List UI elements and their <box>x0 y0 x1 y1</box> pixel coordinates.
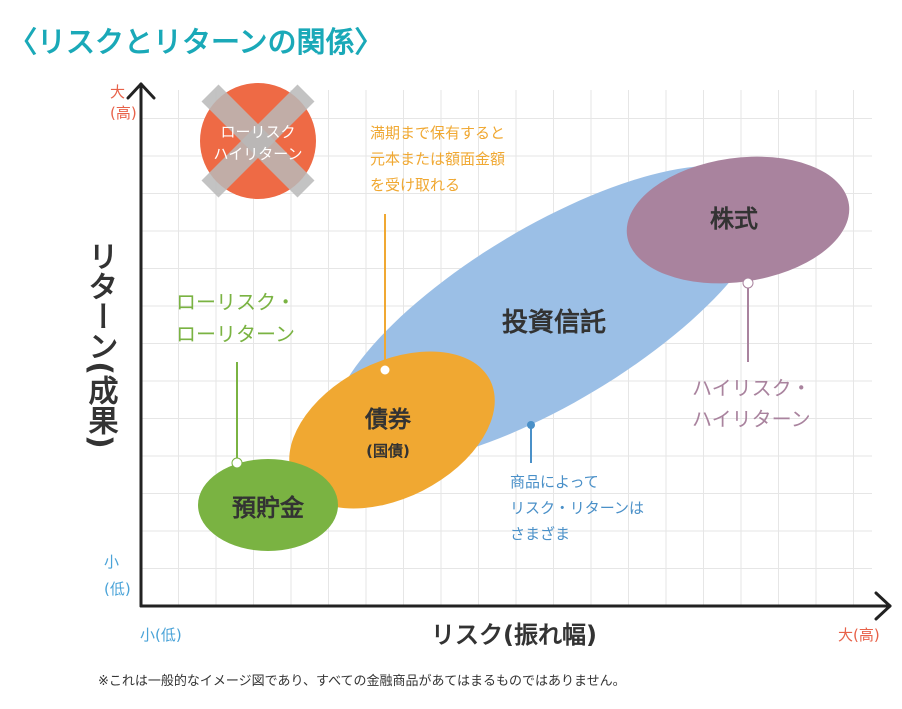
funds-annotation: 商品によって リスク・リターンは さまざま <box>510 421 644 543</box>
bonds-label: 債券 <box>364 406 412 433</box>
savings-label: 預貯金 <box>232 494 305 522</box>
bonds-note-line3: を受け取れる <box>370 176 460 194</box>
bonds-note-dot <box>379 364 391 376</box>
crossed-label-line1: ローリスク <box>220 123 295 141</box>
high-note-line2: ハイリターン <box>692 407 811 431</box>
y-low-label-char1: 小 <box>104 553 119 571</box>
low-risk-annotation: ローリスク・ ローリターン <box>176 290 296 469</box>
funds-note-line1: 商品によって <box>510 473 599 491</box>
bonds-region <box>289 351 495 509</box>
bonds-sublabel: (国債) <box>366 442 410 460</box>
page-title: 〈リスクとリターンの関係〉 <box>8 25 384 59</box>
crossed-out-badge: ローリスク ハイリターン <box>200 83 316 199</box>
funds-note-line3: さまざま <box>510 525 570 543</box>
bonds-annotation: 満期まで保有すると 元本または額面金額 を受け取れる <box>370 124 505 376</box>
y-high-label-char1: 大 <box>110 83 125 101</box>
high-note-dot <box>742 277 754 289</box>
bonds-note-line2: 元本または額面金額 <box>370 150 505 168</box>
x-axis-arrowhead <box>874 591 892 621</box>
high-note-line1: ハイリスク・ <box>692 376 811 400</box>
bonds-note-line1: 満期まで保有すると <box>370 124 505 142</box>
low-note-line1: ローリスク・ <box>176 290 296 314</box>
stocks-label: 株式 <box>710 205 758 233</box>
x-low-label: 小(低) <box>140 626 182 644</box>
y-high-label-char2: (高) <box>110 104 137 122</box>
funds-note-line2: リスク・リターンは <box>510 499 644 517</box>
funds-label: 投資信託 <box>502 307 606 338</box>
funds-note-dot <box>527 421 535 429</box>
savings-region <box>198 459 338 551</box>
x-high-label: 大(高) <box>838 626 880 644</box>
footnote: ※これは一般的なイメージ図であり、すべての金融商品があてはまるものではありません… <box>98 673 626 689</box>
axes <box>126 82 892 621</box>
y-axis-title: リターン(成果) <box>83 241 119 448</box>
high-risk-annotation: ハイリスク・ ハイリターン <box>692 277 811 431</box>
x-axis-title: リスク(振れ幅) <box>431 621 597 649</box>
y-axis-arrowhead <box>126 82 156 100</box>
cross-mark-line-2 <box>201 84 315 198</box>
crossed-label-line2: ハイリターン <box>214 145 303 163</box>
stocks-region <box>626 156 850 284</box>
low-note-dot <box>231 457 243 469</box>
low-note-line2: ローリターン <box>176 322 295 346</box>
y-low-label-char2: (低) <box>104 580 131 598</box>
